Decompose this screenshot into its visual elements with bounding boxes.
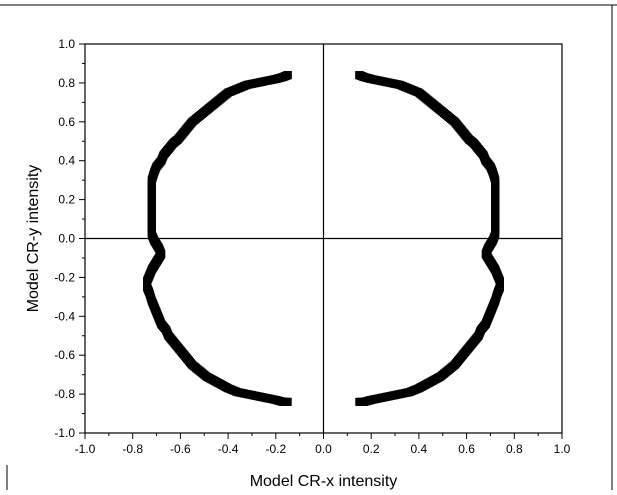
y-tick-label: 0.0 <box>58 232 75 246</box>
x-tick-label: 0.6 <box>458 442 475 456</box>
y-tick-label: -1.0 <box>54 426 75 440</box>
y-tick-label: -0.8 <box>54 387 75 401</box>
y-tick-label: -0.4 <box>54 309 75 323</box>
y-tick-label: -0.2 <box>54 270 75 284</box>
y-tick-label: -0.6 <box>54 348 75 362</box>
data-point <box>283 397 292 406</box>
y-axis-ticks: 1.0 0.8 0.6 0.4 0.2 0.0 -0.2 -0.4 -0.6 -0.8 -1.0 <box>54 37 85 440</box>
x-tick-label: -0.2 <box>265 442 286 456</box>
x-tick-label: -0.4 <box>218 442 239 456</box>
x-tick-label: 0.0 <box>315 442 332 456</box>
x-tick-label: -0.6 <box>170 442 191 456</box>
zero-reference-lines <box>85 44 562 433</box>
data-point <box>283 71 292 80</box>
y-tick-label: 1.0 <box>58 37 75 51</box>
x-tick-label: -0.8 <box>122 442 143 456</box>
x-tick-label: 1.0 <box>554 442 571 456</box>
x-tick-label: 0.4 <box>411 442 428 456</box>
y-axis-title: Model CR-y intensity <box>25 165 42 313</box>
x-tick-label: -1.0 <box>75 442 96 456</box>
data-points <box>143 71 504 406</box>
x-tick-label: 0.2 <box>363 442 380 456</box>
x-axis-ticks: -1.0 -0.8 -0.6 -0.4 -0.2 0.0 0.2 0.4 0.6 0.8 1.0 <box>75 433 571 456</box>
y-tick-label: 0.8 <box>58 76 75 90</box>
x-axis-title: Model CR-x intensity <box>250 473 398 490</box>
y-tick-label: 0.6 <box>58 115 75 129</box>
y-tick-label: 0.2 <box>58 193 75 207</box>
x-tick-label: 0.8 <box>506 442 523 456</box>
y-tick-label: 0.4 <box>58 154 75 168</box>
data-point <box>355 71 364 80</box>
data-point <box>355 397 364 406</box>
